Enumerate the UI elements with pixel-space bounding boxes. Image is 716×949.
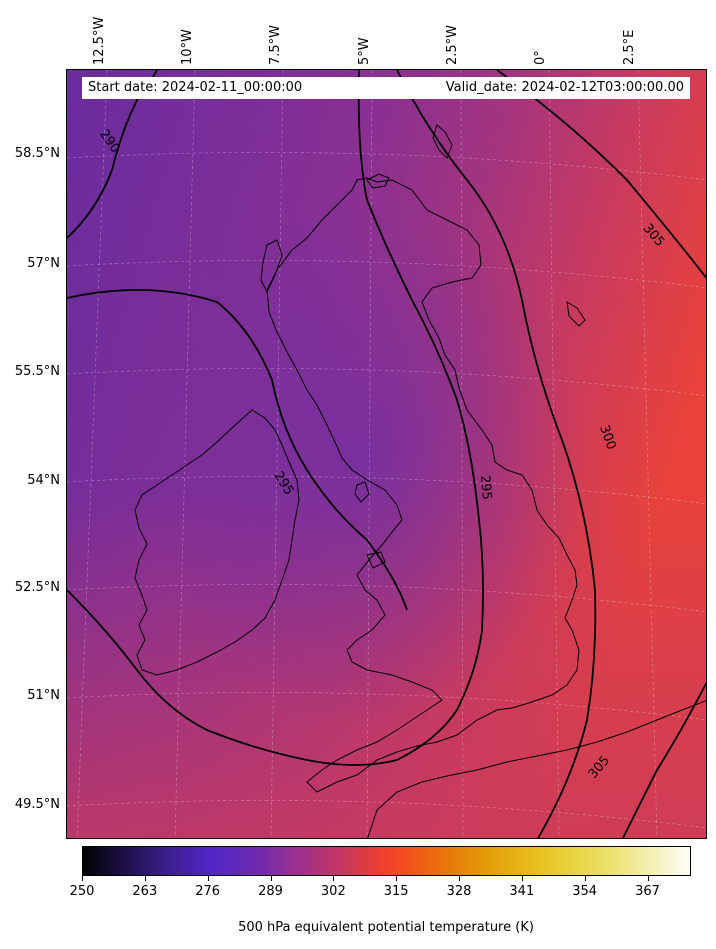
lat-label-54n: 54°N bbox=[27, 473, 60, 488]
valid-date-text: Valid_date: 2024-02-12T03:00:00.00 bbox=[445, 80, 684, 95]
coastline-lewis bbox=[260, 239, 283, 294]
coastline-ireland bbox=[134, 409, 300, 676]
contours bbox=[67, 70, 706, 838]
colorbar-tick bbox=[270, 876, 272, 881]
contour-305-south bbox=[621, 681, 706, 838]
lon-label-2.5w: 2.5°W bbox=[445, 24, 460, 65]
colorbar-tick-label: 250 bbox=[69, 884, 95, 899]
lon-label-7.5w: 7.5°W bbox=[268, 24, 283, 65]
map-panel: 290 305 300 295 295 305 bbox=[66, 69, 707, 839]
colorbar-tick bbox=[584, 876, 586, 881]
coastline-norway-island bbox=[566, 301, 586, 327]
graticule bbox=[67, 70, 706, 838]
colorbar-tick bbox=[459, 876, 460, 881]
field-cool-core bbox=[67, 70, 706, 838]
lon-label-2.5e: 2.5°E bbox=[622, 29, 637, 65]
lat-label-58.5n: 58.5°N bbox=[14, 146, 60, 161]
colorbar-tick bbox=[647, 876, 649, 881]
map-canvas bbox=[67, 70, 706, 838]
coastline-great-britain bbox=[266, 177, 580, 793]
coastline-france bbox=[367, 700, 706, 838]
colorbar-tick-label: 263 bbox=[132, 884, 158, 899]
colorbar-tick-label: 302 bbox=[320, 884, 346, 899]
colorbar-tick-label: 276 bbox=[195, 884, 221, 899]
colorbar-tick-label: 315 bbox=[383, 884, 409, 899]
lon-label-12.5w: 12.5°W bbox=[92, 16, 107, 65]
colorbar-tick bbox=[144, 876, 146, 881]
lon-label-0: 0° bbox=[533, 50, 548, 65]
lon-label-10w: 10°W bbox=[180, 29, 195, 65]
lat-label-55.5n: 55.5°N bbox=[14, 364, 60, 379]
lat-label-57n: 57°N bbox=[27, 256, 60, 271]
lat-label-49.5n: 49.5°N bbox=[14, 797, 60, 812]
colorbar-tick bbox=[333, 876, 335, 881]
coastline-shetland bbox=[432, 124, 453, 159]
colorbar-title: 500 hPa equivalent potential temperature… bbox=[238, 920, 534, 935]
contour-305-north bbox=[496, 70, 706, 279]
lat-label-51n: 51°N bbox=[27, 688, 60, 703]
contour-300 bbox=[396, 70, 597, 838]
start-date-text: Start date: 2024-02-11_00:00:00 bbox=[88, 80, 303, 95]
colorbar-tick-label: 341 bbox=[509, 884, 535, 899]
contour-label-295-east: 295 bbox=[476, 474, 494, 501]
date-info-box: Start date: 2024-02-11_00:00:00 Valid_da… bbox=[82, 77, 690, 99]
lat-label-52.5n: 52.5°N bbox=[14, 580, 60, 595]
coastline-orkney bbox=[366, 173, 390, 189]
colorbar-tick-label: 289 bbox=[258, 884, 283, 899]
contour-295-west bbox=[67, 289, 408, 611]
lon-label-5w: 5°W bbox=[357, 37, 372, 65]
colorbar-tick-label: 367 bbox=[635, 884, 660, 899]
colorbar bbox=[82, 846, 691, 876]
colorbar-tick bbox=[82, 876, 83, 881]
colorbar-tick bbox=[207, 876, 209, 881]
colorbar-tick-label: 354 bbox=[572, 884, 598, 899]
contour-295-south bbox=[67, 70, 484, 766]
coastline-isle-of-man bbox=[354, 481, 370, 503]
colorbar-tick bbox=[521, 876, 523, 881]
colorbar-tick bbox=[396, 876, 398, 881]
colorbar-tick-label: 328 bbox=[446, 884, 472, 899]
